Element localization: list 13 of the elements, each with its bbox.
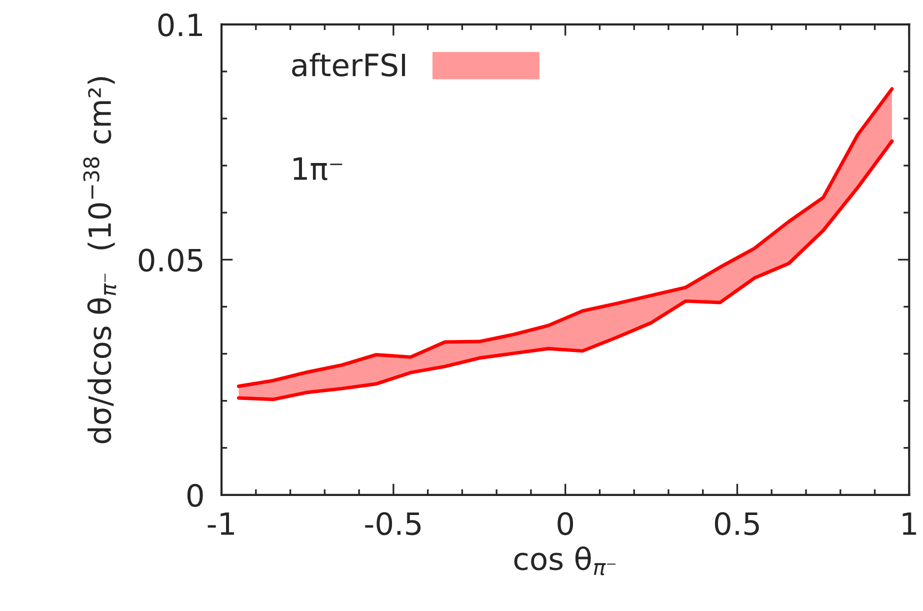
y-tick-label: 0 <box>187 484 203 507</box>
line-series <box>236 139 894 402</box>
x-tick-label: -0.5 <box>365 512 421 536</box>
y-axis-title: dσ/dcos θ$_{π⁻}$ (10$^{−38}$ cm²) <box>83 77 116 444</box>
annotation: 1π⁻ <box>294 157 342 180</box>
y-tick-label: 0.1 <box>158 13 202 36</box>
legend-label: afterFSI <box>292 52 406 77</box>
x-axis-title: cos θ$_{π⁻}$ <box>514 546 616 576</box>
x-tick-label: 1 <box>902 512 916 535</box>
x-tick-label: 0 <box>558 512 574 536</box>
y-tick-label: 0.05 <box>138 248 202 272</box>
x-tick-label: -1 <box>208 512 234 535</box>
x-tick-label: 0.5 <box>714 512 759 536</box>
